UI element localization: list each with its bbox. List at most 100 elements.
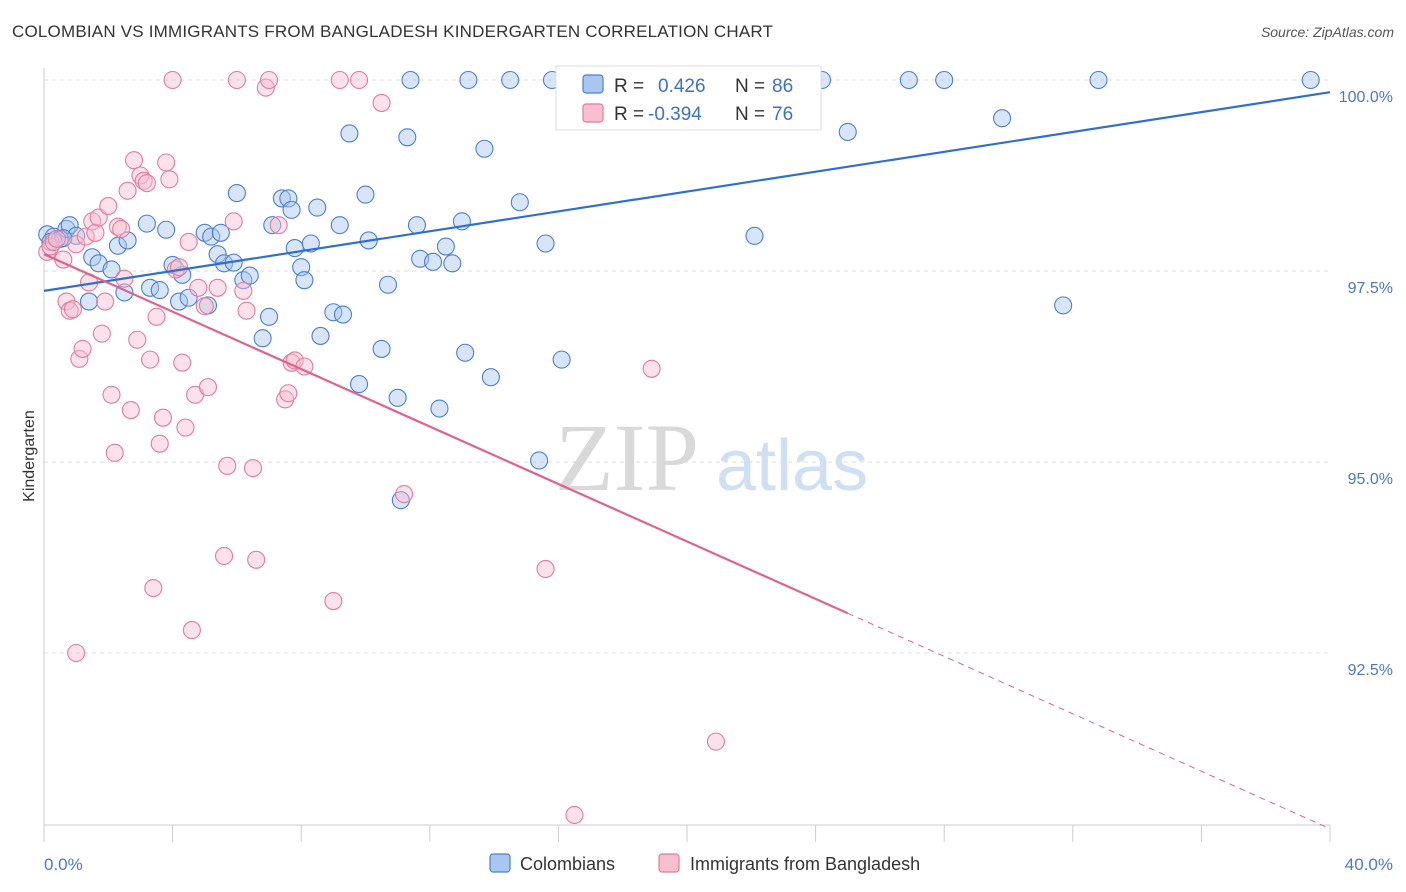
point-colombians-80 — [993, 109, 1012, 128]
point-colombians-66 — [481, 368, 500, 387]
axes — [43, 68, 1331, 842]
watermark-atlas: atlas — [716, 426, 868, 506]
trend-line-bangladesh — [43, 253, 849, 615]
trend-lines — [43, 91, 1331, 830]
point-bangladesh-73 — [706, 732, 725, 751]
point-bangladesh-39 — [169, 258, 189, 277]
point-colombians-33 — [263, 216, 282, 235]
point-bangladesh-36 — [160, 170, 179, 189]
point-bangladesh-24 — [121, 400, 140, 420]
watermark-zip: ZIP — [555, 404, 699, 511]
point-bangladesh-26 — [128, 330, 147, 349]
point-colombians-15 — [150, 281, 169, 300]
point-bangladesh-37 — [163, 70, 182, 90]
point-bangladesh-11 — [76, 227, 95, 246]
point-bangladesh-58 — [259, 70, 279, 90]
y-tick-label-2: 97.5% — [1348, 280, 1393, 297]
point-bangladesh-7 — [63, 300, 82, 319]
x-tick-label-max: 40.0% — [1345, 855, 1393, 874]
y-tick-label-0: 92.5% — [1348, 662, 1393, 679]
point-colombians-72 — [552, 350, 571, 369]
legend-n-label-1: N = — [735, 76, 765, 97]
point-bangladesh-2 — [44, 232, 63, 252]
point-bangladesh-72 — [642, 359, 661, 378]
point-colombians-36 — [282, 200, 301, 219]
bottom-legend-swatch-colombians — [489, 853, 511, 873]
point-bangladesh-6 — [60, 301, 79, 320]
watermark: ZIP atlas — [555, 404, 868, 511]
y-tick-labels: 92.5% 95.0% 97.5% 100.0% — [1339, 89, 1393, 679]
point-bangladesh-43 — [182, 621, 201, 640]
point-bangladesh-23 — [118, 181, 137, 200]
point-colombians-35 — [279, 189, 298, 208]
bottom-legend-swatch-bangladesh — [658, 853, 680, 873]
point-bangladesh-52 — [227, 70, 246, 90]
chart-title: COLOMBIAN VS IMMIGRANTS FROM BANGLADESH … — [12, 22, 774, 41]
point-colombians-23 — [202, 227, 221, 246]
point-colombians-78 — [899, 70, 918, 90]
point-bangladesh-0 — [38, 242, 57, 261]
point-colombians-44 — [330, 216, 349, 235]
point-bangladesh-14 — [86, 223, 105, 242]
point-bangladesh-67 — [350, 70, 369, 90]
legend-n-label-2: N = — [735, 104, 765, 125]
point-colombians-45 — [333, 305, 353, 324]
point-bangladesh-55 — [243, 459, 263, 478]
legend-swatch-colombians — [582, 74, 604, 94]
point-bangladesh-49 — [214, 546, 234, 566]
point-bangladesh-16 — [92, 324, 111, 343]
point-colombians-40 — [301, 234, 320, 253]
point-bangladesh-31 — [144, 579, 163, 598]
point-bangladesh-50 — [218, 456, 237, 475]
point-colombians-31 — [253, 329, 272, 348]
legend-r-value-1: 0.426 — [658, 76, 706, 97]
bottom-legend-label-colombians: Colombians — [520, 854, 615, 874]
point-bangladesh-32 — [147, 307, 166, 326]
point-colombians-6 — [79, 292, 99, 311]
point-colombians-24 — [208, 245, 227, 264]
point-bangladesh-45 — [189, 278, 208, 297]
point-bangladesh-74 — [67, 643, 86, 663]
point-bangladesh-41 — [176, 418, 195, 437]
point-colombians-14 — [137, 214, 156, 233]
trend-line-colombians — [43, 91, 1331, 292]
point-bangladesh-19 — [102, 385, 121, 404]
point-colombians-54 — [398, 128, 417, 147]
point-bangladesh-54 — [237, 301, 256, 320]
legend-r-label-1: R = — [614, 76, 644, 97]
point-bangladesh-25 — [124, 151, 144, 170]
series-legend: Colombians Immigrants from Bangladesh — [489, 853, 920, 874]
point-bangladesh-29 — [137, 174, 156, 193]
x-tick-label-min: 0.0% — [44, 855, 83, 874]
point-colombians-51 — [378, 275, 398, 294]
legend-n-value-2: 76 — [772, 104, 793, 125]
point-colombians-47 — [350, 375, 369, 394]
point-colombians-64 — [459, 70, 478, 90]
y-axis-label: Kindergarten — [21, 410, 38, 502]
legend-r-label-2: R = — [614, 104, 644, 125]
point-bangladesh-69 — [395, 485, 414, 504]
point-colombians-68 — [510, 193, 529, 212]
point-colombians-46 — [340, 124, 359, 143]
point-colombians-61 — [443, 254, 462, 273]
point-colombians-39 — [295, 271, 314, 290]
point-colombians-9 — [102, 260, 121, 279]
point-bangladesh-59 — [269, 216, 288, 235]
point-bangladesh-71 — [565, 805, 584, 825]
point-bangladesh-42 — [179, 232, 198, 252]
point-colombians-79 — [935, 70, 954, 90]
point-bangladesh-33 — [150, 434, 169, 453]
point-colombians-58 — [423, 252, 443, 271]
stats-legend: R = 0.426 N = 86 R = -0.394 N = 76 — [555, 65, 822, 131]
point-colombians-29 — [234, 271, 253, 290]
point-colombians-60 — [436, 237, 455, 256]
point-bangladesh-35 — [157, 153, 176, 172]
point-colombians-16 — [157, 220, 176, 239]
point-bangladesh-21 — [108, 217, 127, 236]
point-bangladesh-68 — [372, 93, 391, 112]
point-colombians-63 — [456, 343, 475, 362]
point-bangladesh-47 — [198, 378, 218, 397]
point-bangladesh-56 — [247, 550, 266, 569]
point-colombians-48 — [356, 185, 375, 204]
